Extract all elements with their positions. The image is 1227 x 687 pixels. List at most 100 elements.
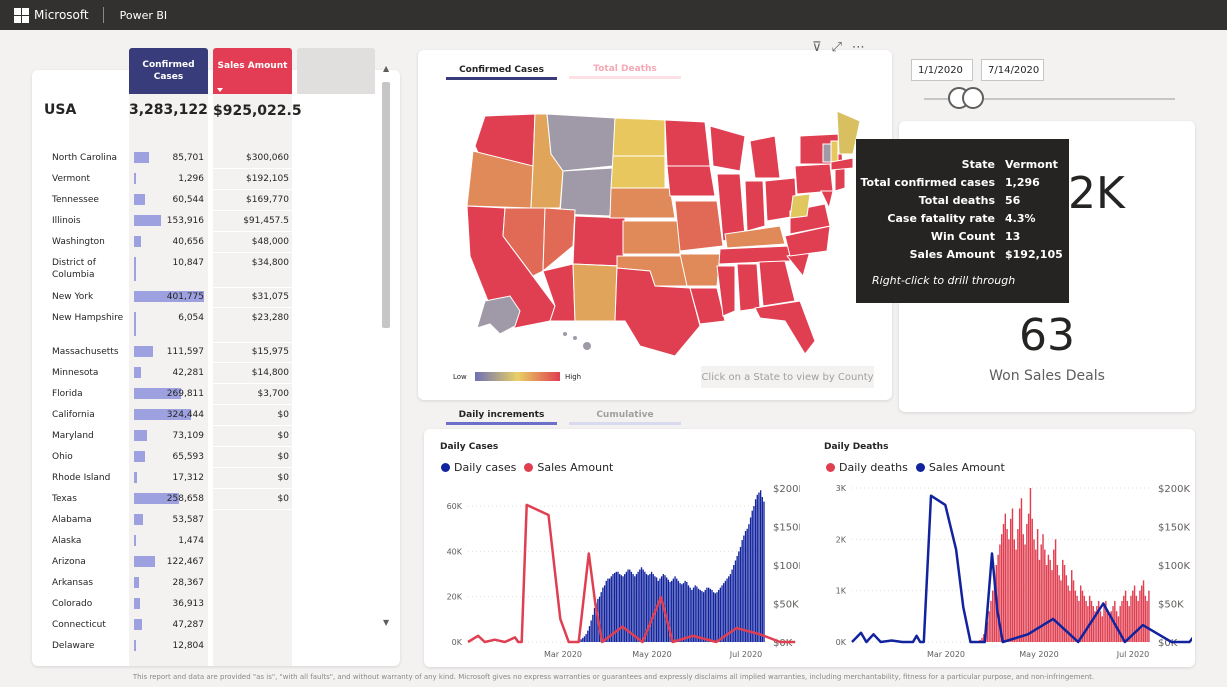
us-map[interactable] [455,96,870,361]
data-bar [1009,518,1012,642]
map-state-west-virginia[interactable] [789,193,811,219]
map-state-georgia[interactable] [758,260,796,307]
map-state-arizona[interactable] [542,263,576,322]
date-slider-track[interactable] [924,98,1175,100]
data-bar [647,575,649,642]
map-state-maine[interactable] [836,110,861,155]
row-divider [213,488,292,489]
map-state-arkansas[interactable] [679,253,721,287]
map-state-montana[interactable] [546,113,616,172]
data-bar [1006,529,1008,642]
data-bar [1074,590,1077,642]
map-state-indiana[interactable] [744,180,766,232]
scroll-down-icon[interactable]: ▼ [383,618,390,627]
data-bar [585,634,587,642]
map-state-hawaii-3[interactable] [583,342,591,350]
row-confirmed-value: 258,658 [166,494,204,504]
data-bar [1029,488,1032,642]
map-state-south-dakota[interactable] [610,155,666,189]
data-bar [718,589,720,642]
map-state-alabama[interactable] [736,263,761,312]
legend-label-sales-amount[interactable]: Sales Amount [537,461,614,474]
date-slider-end-handle[interactable] [962,87,984,109]
map-state-kansas[interactable] [622,220,681,255]
map-hint-button[interactable]: Click on a State to view by County [701,366,874,388]
focus-mode-icon[interactable]: ⤢ [831,40,842,55]
tooltip-key: Total deaths [918,194,995,207]
map-state-utah[interactable] [542,207,576,273]
data-bar [749,517,752,642]
row-confirmed-bar [134,640,136,651]
start-date-input[interactable]: 1/1/2020 [911,59,973,81]
map-state-north-dakota[interactable] [612,117,666,157]
data-bar [1058,575,1060,642]
data-bar [1121,600,1123,642]
map-state-mississippi[interactable] [716,265,736,317]
map-state-florida[interactable] [754,300,816,355]
data-bar [1135,595,1138,642]
tab-daily-increments[interactable]: Daily increments [446,410,557,425]
map-state-iowa[interactable] [666,165,716,197]
legend-dot-daily-cases [441,463,450,472]
data-bar [1020,498,1023,642]
map-state-texas[interactable] [614,267,701,357]
scrollbar-thumb[interactable] [382,82,390,328]
row-state-name: New Hampshire [52,313,124,323]
map-state-pennsylvania[interactable] [794,163,834,195]
data-bar [1071,570,1073,642]
map-state-kentucky[interactable] [724,225,786,249]
row-confirmed-bar [134,236,141,247]
legend-label-sales-amount[interactable]: Sales Amount [928,461,1005,474]
header-sales-amount[interactable]: Sales Amount [213,48,292,94]
tab-cumulative[interactable]: Cumulative [569,410,681,425]
y-left-tick-label: 60K [447,502,463,511]
tab-total-deaths[interactable]: Total Deaths [569,64,681,79]
data-bar [642,569,644,642]
map-state-missouri[interactable] [674,200,724,252]
header-confirmed-cases[interactable]: Confirmed Cases [129,48,208,94]
map-state-louisiana[interactable] [689,287,726,325]
map-state-new-mexico[interactable] [572,263,618,322]
data-bar [997,554,999,642]
scroll-up-icon[interactable]: ▲ [383,64,390,73]
filter-icon[interactable]: ⊽ [812,40,822,55]
end-date-input[interactable]: 7/14/2020 [981,59,1044,81]
map-state-hawaii-1[interactable] [563,332,567,336]
data-bar [676,578,678,642]
map-state-wyoming[interactable] [559,167,614,217]
legend-label-daily-deaths[interactable]: Daily deaths [839,461,908,474]
data-bar [622,576,624,642]
map-state-vermont[interactable] [822,143,832,163]
microsoft-logo[interactable]: Microsoft [14,7,89,23]
map-state-alaska[interactable] [476,295,521,335]
map-state-tennessee[interactable] [718,245,791,265]
tooltip-value: 1,296 [1005,176,1040,189]
tooltip-key: Sales Amount [909,248,995,261]
map-state-hawaii-2[interactable] [573,336,577,340]
tab-confirmed-cases[interactable]: Confirmed Cases [446,65,557,80]
data-bar [1114,600,1116,642]
data-bar [1096,606,1098,642]
y-right-tick-label: $200K [1158,484,1190,495]
data-bar [706,587,708,642]
map-state-minnesota[interactable] [664,119,711,167]
map-state-massachusetts[interactable] [830,157,854,171]
row-divider [213,210,292,211]
product-name[interactable]: Power BI [119,8,168,22]
legend-label-daily-cases[interactable]: Daily cases [454,461,517,474]
daily-cases-chart[interactable]: 0K 20K 40K 60K $0K $50K $100K $150K $200K Mar 202… [430,478,800,663]
map-state-wisconsin[interactable] [709,125,746,172]
data-bar [716,592,718,642]
data-bar [741,540,743,642]
data-bar [632,574,634,642]
tab-underline [446,422,557,425]
map-state-nebraska[interactable] [609,187,676,219]
map-state-new-hampshire[interactable] [830,140,839,163]
map-state-maryland[interactable] [820,190,834,210]
map-state-michigan[interactable] [749,135,781,179]
daily-deaths-chart[interactable]: 0K 1K 2K 3K $0K $50K $100K $150K $200K Mar 2020 Ma… [812,478,1192,663]
row-divider [213,509,292,510]
data-bar [1063,565,1066,642]
more-options-icon[interactable]: ⋯ [851,40,865,55]
data-bar [617,571,619,642]
